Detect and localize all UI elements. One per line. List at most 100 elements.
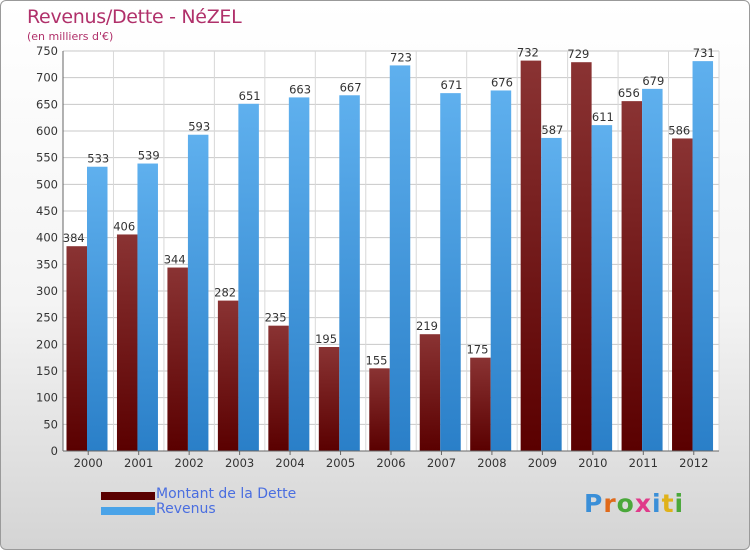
data-label: 663: [289, 82, 311, 96]
x-tick-label: 2012: [679, 456, 708, 470]
bar-revenus-2005: [339, 95, 360, 452]
y-tick-label: 200: [36, 337, 58, 351]
bar-revenus-2004: [288, 97, 310, 452]
bar-debt-2012: [672, 138, 693, 451]
data-labels: 384 406 344 282 235 195 155 219 175 732 729 656 586 5…: [63, 46, 715, 368]
bar-revenus-2011: [642, 88, 663, 451]
y-tick-label: 750: [36, 44, 58, 58]
bar-debt-2010: [571, 62, 592, 451]
data-label: 539: [138, 149, 160, 163]
bar-debt-2004: [268, 325, 289, 451]
legend-swatch-revenus: [101, 507, 155, 515]
x-tick-label: 2001: [124, 456, 153, 470]
bar-revenus-2001: [137, 163, 158, 452]
data-label: 732: [517, 46, 539, 60]
chart-title: Revenus/Dette - NéZEL: [27, 6, 242, 28]
bar-debt-2002: [167, 267, 188, 451]
logo-letter: x: [634, 489, 652, 518]
y-tick-label: 0: [51, 444, 58, 458]
data-label: 344: [164, 253, 186, 267]
data-label: 651: [239, 89, 261, 103]
bar-debt-2000: [66, 246, 87, 451]
bar-debt-2001: [116, 234, 138, 451]
legend-swatch-debt: [101, 492, 155, 500]
data-label: 175: [466, 343, 488, 357]
data-label: 671: [441, 78, 463, 92]
bar-debt-2008: [470, 357, 491, 451]
logo-letter: r: [603, 489, 617, 518]
x-tick-label: 2009: [528, 456, 557, 470]
bar-revenus-2008: [490, 90, 512, 451]
bar-revenus-2010: [591, 125, 613, 451]
data-label: 723: [390, 50, 412, 64]
logo-letter: i: [674, 489, 685, 518]
data-label: 282: [214, 286, 236, 300]
bar-debt-2003: [217, 300, 239, 451]
bar-revenus-2007: [440, 93, 461, 451]
y-tick-label: 700: [36, 71, 58, 85]
x-tick-label: 2007: [427, 456, 456, 470]
y-tick-label: 250: [36, 311, 58, 325]
x-tick-label: 2010: [578, 456, 607, 470]
bar-debt-2009: [520, 60, 542, 451]
data-label: 729: [567, 47, 589, 61]
y-tick-label: 100: [36, 391, 58, 405]
x-tick-label: 2005: [326, 456, 355, 470]
data-label: 593: [188, 120, 210, 134]
data-label: 679: [642, 74, 664, 88]
y-tick-label: 50: [43, 417, 58, 431]
y-tick-label: 550: [36, 151, 58, 165]
legend-label-debt: Montant de la Dette: [156, 486, 297, 502]
bar-debt-2005: [318, 347, 340, 451]
y-tick-label: 300: [36, 284, 58, 298]
data-label: 656: [618, 86, 640, 100]
y-tick-label: 600: [36, 124, 58, 138]
bar-revenus-2006: [389, 65, 411, 452]
y-tick-label: 650: [36, 97, 58, 111]
data-label: 219: [416, 319, 438, 333]
data-label: 587: [541, 123, 563, 137]
data-label: 195: [315, 332, 337, 346]
y-tick-label: 500: [36, 177, 58, 191]
bars: [66, 60, 714, 452]
data-label: 586: [668, 123, 690, 137]
y-tick-label: 150: [36, 364, 58, 378]
bar-revenus-2012: [692, 61, 714, 452]
logo-letter: o: [616, 489, 635, 518]
logo-letter: t: [661, 489, 675, 518]
data-label: 155: [366, 353, 388, 367]
y-tick-label: 400: [36, 231, 58, 245]
x-tick-label: 2002: [175, 456, 204, 470]
x-tick-label: 2006: [376, 456, 405, 470]
y-tick-label: 350: [36, 257, 58, 271]
axes: 0 50 100 150 200 250 300 350 400 450 500 550 600 650 7…: [36, 44, 719, 470]
logo-letter: i: [652, 489, 662, 518]
x-tick-label: 2000: [74, 456, 103, 470]
x-tick-label: 2003: [225, 456, 254, 470]
chart-subtitle: (en milliers d'€): [27, 30, 114, 43]
proxiti-logo: Proxiti: [584, 489, 684, 518]
data-label: 676: [491, 75, 513, 89]
data-label: 235: [265, 311, 287, 325]
x-tick-label: 2004: [275, 456, 304, 470]
data-label: 667: [340, 80, 362, 94]
y-tick-label: 450: [36, 204, 58, 218]
bar-debt-2011: [621, 101, 643, 451]
data-label: 384: [63, 231, 85, 245]
x-tick-label: 2008: [477, 456, 506, 470]
bar-debt-2007: [419, 334, 441, 451]
bar-revenus-2002: [187, 134, 209, 451]
data-label: 406: [113, 219, 135, 233]
legend-label-revenus: Revenus: [156, 501, 216, 517]
x-tick-label: 2011: [629, 456, 658, 470]
bar-revenus-2009: [541, 137, 562, 451]
bar-revenus-2003: [238, 103, 259, 452]
bar-debt-2006: [369, 368, 390, 451]
data-label: 731: [693, 46, 715, 60]
data-label: 611: [592, 110, 614, 124]
logo-letter: P: [584, 489, 604, 518]
data-label: 533: [87, 152, 109, 166]
bar-revenus-2000: [87, 166, 108, 451]
